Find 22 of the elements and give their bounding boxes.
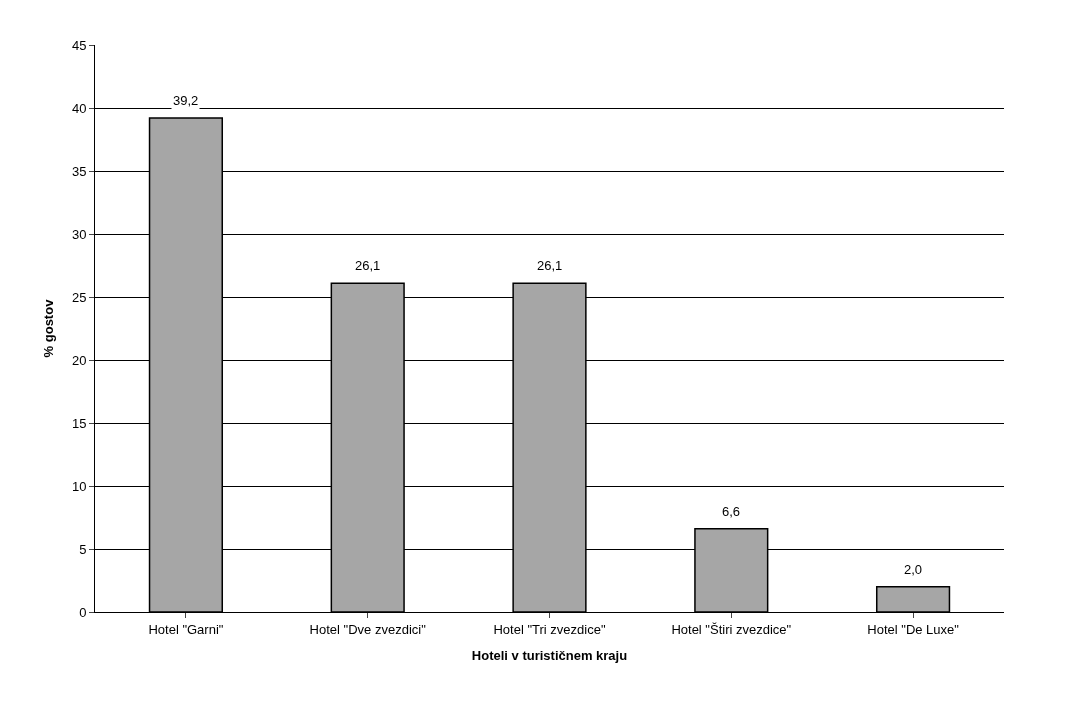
data-label: 6,6 xyxy=(722,504,741,519)
y-tick-label: 25 xyxy=(71,289,87,305)
y-tick-label: 0 xyxy=(79,604,87,620)
y-tick-label: 5 xyxy=(79,541,87,557)
x-tick-label: Hotel "De Luxe" xyxy=(867,621,960,637)
y-tick-label: 45 xyxy=(71,37,87,53)
data-label: 39,2 xyxy=(173,93,199,108)
data-label: 26,1 xyxy=(537,258,563,273)
x-tick-label: Hotel "Štiri zvezdice" xyxy=(671,621,792,637)
y-tick-label: 15 xyxy=(71,415,87,431)
y-axis-title: % gostov xyxy=(40,298,56,358)
y-tick-label: 40 xyxy=(71,100,87,116)
data-label: 26,1 xyxy=(355,258,381,273)
data-label: 2,0 xyxy=(904,562,923,577)
x-axis-title: Hoteli v turističnem kraju xyxy=(471,648,628,664)
y-tick-label: 30 xyxy=(71,226,87,242)
x-tick-label: Hotel "Dve zvezdici" xyxy=(309,621,427,637)
y-tick-label: 10 xyxy=(71,478,87,494)
x-tick-label: Hotel "Garni" xyxy=(148,621,224,637)
y-tick-label: 35 xyxy=(71,163,87,179)
y-tick-label: 20 xyxy=(71,352,87,368)
x-tick-label: Hotel "Tri zvezdice" xyxy=(493,621,606,637)
